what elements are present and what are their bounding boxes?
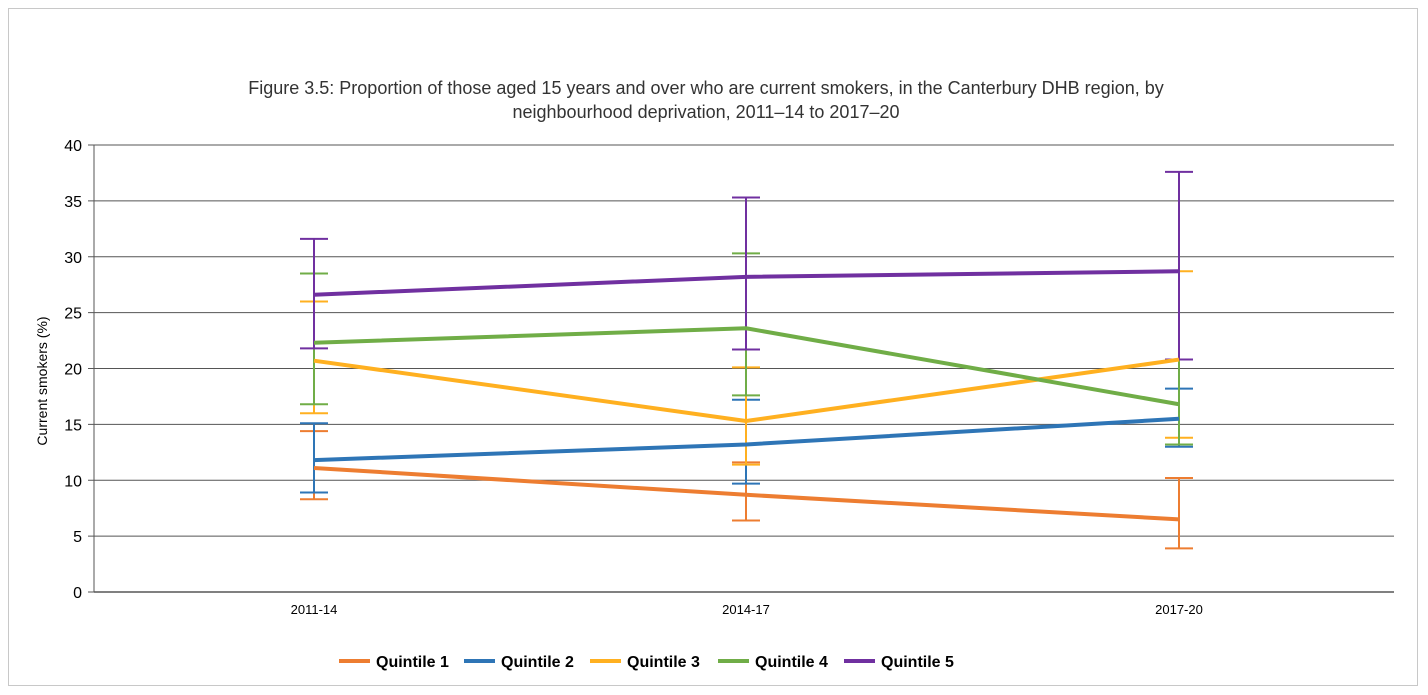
y-tick-label: 5: [73, 529, 82, 546]
y-tick-label: 10: [64, 473, 82, 490]
y-tick-label: 40: [64, 138, 82, 155]
legend-label: Quintile 4: [755, 654, 828, 671]
chart-svg: Figure 3.5: Proportion of those aged 15 …: [34, 78, 1394, 671]
chart-title-line1: Figure 3.5: Proportion of those aged 15 …: [248, 78, 1163, 98]
gridlines: [94, 144, 1394, 593]
chart-title-line2: neighbourhood deprivation, 2011–14 to 20…: [513, 102, 900, 122]
legend: Quintile 1 Quintile 2 Quintile 3 Quintile 4…: [339, 654, 954, 671]
x-tick-label: 2014-17: [722, 602, 770, 617]
x-tick-label: 2011-14: [291, 602, 338, 617]
y-axis-label: Current smokers (%): [34, 316, 50, 445]
y-tick-label: 25: [64, 306, 82, 323]
series-line: [313, 326, 1180, 407]
legend-label: Quintile 2: [501, 654, 574, 671]
x-tick-label: 2017-20: [1155, 602, 1203, 617]
y-tick-label: 0: [73, 585, 82, 602]
legend-label: Quintile 3: [627, 654, 700, 671]
series-lines: [313, 269, 1180, 522]
y-tick-label: 35: [64, 194, 82, 211]
error-bars: [300, 170, 1193, 550]
axes: 0 5 10 15 20 25 30 35 40 2011-14 2014-17 2017-20: [64, 138, 1203, 617]
y-tick-label: 20: [64, 362, 82, 379]
series-line: [313, 416, 1180, 463]
series-line: [313, 269, 1180, 297]
y-tick-label: 30: [64, 250, 82, 267]
y-tick-label: 15: [64, 417, 82, 434]
legend-label: Quintile 1: [376, 654, 449, 671]
chart-frame: Figure 3.5: Proportion of those aged 15 …: [8, 8, 1418, 686]
legend-label: Quintile 5: [881, 654, 954, 671]
series-line: [313, 465, 1180, 522]
